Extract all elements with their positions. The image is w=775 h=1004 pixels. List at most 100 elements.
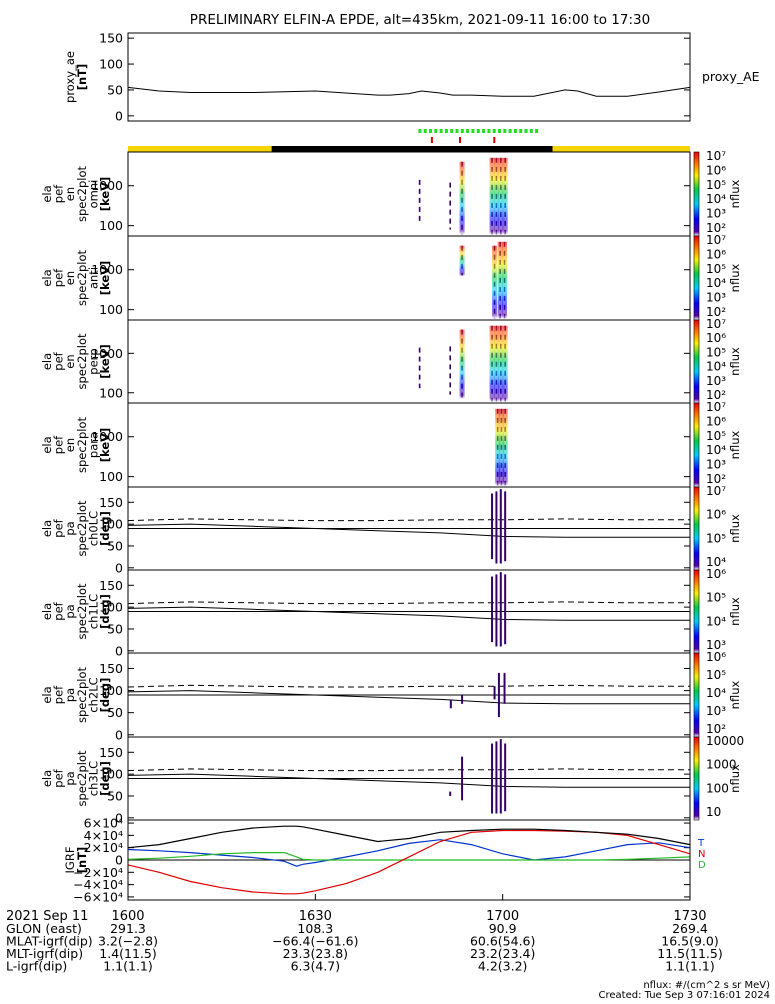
panel-5-colorbar-tick: 10⁷ [706, 484, 726, 498]
panel-1-colorbar-tick: 10³ [706, 207, 726, 221]
panel-4-burst-fill [495, 408, 501, 486]
science-zone-dot [498, 129, 501, 133]
ephemeris-value: 1.4(11.5) [99, 946, 156, 961]
panel-2-ylabel-line: pef [52, 268, 66, 287]
igrf-series-Bz [127, 829, 691, 895]
panel-4-ylabel-line: [keV] [98, 428, 112, 463]
panel-1-ylabel-line: ela [40, 185, 54, 202]
time-tick-label: 1600 [111, 909, 144, 924]
panel-4-ylabel-line: pef [52, 435, 66, 454]
panel-0-ytick-label: 50 [107, 82, 123, 97]
panel-6-ytick-label: 50 [107, 621, 123, 636]
igrf-legend-D: D [698, 860, 706, 871]
panel-1-colorbar [693, 151, 700, 237]
panel-9-ytick-label: 2×10⁴ [84, 840, 123, 855]
panel-8-ylabel-line: ch3LC [86, 761, 100, 796]
panel-5-ylabel-line: spec2plot [75, 500, 89, 557]
panel-1-burst-fill [502, 157, 508, 235]
panel-7-ylabel-line: pef [52, 685, 66, 704]
ephemeris-row-label: MLT-igrf(dip) [6, 946, 83, 961]
panel-0-frame [127, 32, 691, 122]
panel-2-ylabel-line: spec2plot [75, 249, 89, 306]
panel-2-frame [127, 235, 691, 321]
time-tick-label: 1630 [299, 909, 332, 924]
panel-6-ylabel-line: pef [52, 601, 66, 620]
panel-1-ylabel-line: omni [86, 180, 100, 209]
panel-7-loss-cone [127, 690, 690, 705]
panel-9-ylabel-line: IGRF [63, 847, 77, 874]
panel-6-ytick-label: 100 [99, 600, 123, 615]
panel-8-ylabel-line: spec2plot [75, 750, 89, 807]
science-zone-dot [429, 129, 432, 133]
panel-2-colorbar-tick: 10⁴ [706, 276, 726, 290]
panel-9-ytick-label: −4×10⁴ [73, 877, 123, 892]
panel-1-colorbar-label: nflux [728, 179, 742, 208]
panel-8-colorbar-tick: 100 [706, 781, 729, 795]
ephemeris-value: 108.3 [297, 921, 333, 936]
panel-7-ylabel-line: [deg] [98, 678, 112, 713]
science-zone-dot [476, 129, 480, 133]
science-zone-dot [466, 129, 470, 133]
panel-6-colorbar-label: nflux [728, 597, 742, 626]
science-zone-dot [487, 129, 491, 133]
science-zone-dot [423, 129, 427, 133]
panel-1: elapefenspec2plotomni[keV]100010010⁷10⁶1… [40, 149, 742, 237]
panel-2-burst-fill [497, 241, 503, 319]
panel-7-colorbar-tick: 10³ [706, 704, 726, 718]
panel-2-colorbar-tick: 10³ [706, 291, 726, 305]
time-tick-label: 1730 [673, 909, 706, 924]
panel-2-colorbar-tick: 10⁵ [706, 262, 726, 276]
panel-4: elapefenspec2plotpara[keV]100010010⁷10⁶1… [40, 400, 742, 488]
panel-5-colorbar-tick: 10⁴ [706, 555, 726, 569]
panel-4-burst-fill [498, 408, 504, 486]
panel-0-ytick-label: 100 [99, 57, 123, 72]
panel-8-loss-cone [127, 773, 690, 788]
panel-3-colorbar-label: nflux [728, 347, 742, 376]
panel-5-ytick-label: 150 [99, 495, 123, 510]
panel-5-colorbar-tick: 10⁵ [706, 531, 726, 545]
panel-8-anti-loss-cone [127, 768, 690, 772]
panel-5-ytick-label: 50 [107, 538, 123, 553]
ephemeris-value: 23.2(23.4) [470, 946, 535, 961]
panel-7-colorbar-tick: 10⁶ [706, 650, 726, 664]
coverage-bar-black [271, 146, 553, 152]
panel-3-ylabel-line: ela [40, 353, 54, 370]
panel-2-colorbar-tick: 10² [706, 305, 726, 319]
science-zone-dot [492, 129, 496, 133]
panel-7-colorbar-tick: 10² [706, 722, 726, 736]
panel-5-colorbar [693, 486, 700, 571]
panel-4-burst-fill [502, 408, 508, 486]
orbit-marker-2 [493, 137, 496, 143]
panel-4-ylabel-line: para [86, 432, 100, 458]
panel-8-colorbar-label: nflux [728, 764, 742, 793]
panel-4-colorbar-label: nflux [728, 430, 742, 459]
panel-1-frame [127, 151, 691, 237]
date-label: 2021 Sep 11 [6, 909, 88, 924]
panel-5-ylabel-line: ch0LC [86, 511, 100, 546]
panel-2-burst-fill [492, 245, 498, 319]
units-note: nflux: #/(cm^2 s sr MeV) [643, 980, 770, 991]
panel-4-ytick-label: 1000 [91, 429, 123, 444]
science-zone-dot [418, 129, 422, 133]
panel-1-ylabel-line: pef [52, 184, 66, 203]
panel-5-ytick-label: 0 [115, 560, 123, 575]
science-zone-dot [535, 129, 539, 133]
panel-7-ytick-label: 100 [99, 683, 123, 698]
ephemeris-value: 269.4 [672, 921, 708, 936]
orbit-marker-1 [459, 137, 461, 143]
panel-6-ylabel-line: [deg] [98, 594, 112, 629]
panel-9-ytick-label: 6×10⁴ [84, 816, 123, 831]
panel-1-burst-fill [459, 161, 465, 235]
panel-9-ylabel-line: [nT] [75, 847, 89, 874]
panel-9-ytick-label: 4×10⁴ [84, 828, 123, 843]
panel-2: elapefenspec2plotanti[keV]100010010⁷10⁶1… [40, 233, 742, 321]
panel-0-ytick-label: 0 [115, 108, 123, 123]
panel-3-colorbar-tick: 10⁵ [706, 345, 726, 359]
ephemeris-value: 6.3(4.7) [291, 959, 341, 974]
panel-6-anti-loss-cone [127, 601, 690, 605]
panel-6-loss-cone [127, 606, 690, 621]
